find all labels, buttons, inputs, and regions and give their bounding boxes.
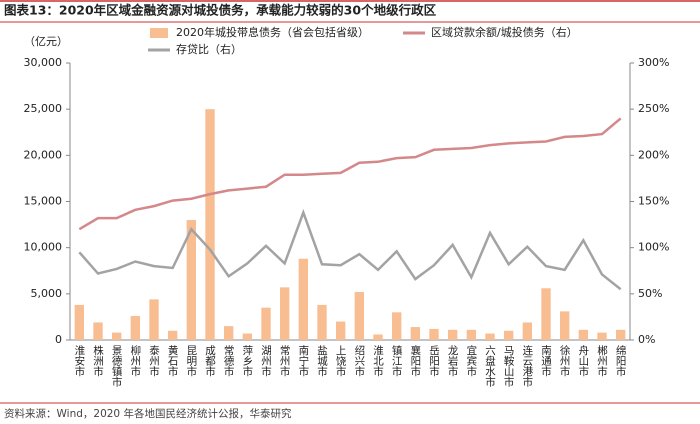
- bar: [242, 333, 252, 340]
- bar: [392, 312, 402, 340]
- x-tick-label: 湖州市: [260, 345, 272, 377]
- bar: [597, 332, 607, 340]
- y-tick-label: 20,000: [24, 148, 63, 161]
- bar: [205, 109, 215, 341]
- x-tick-label: 黄石市: [167, 344, 179, 377]
- y-tick-label: 25,000: [24, 102, 63, 115]
- y-tick-label: 15,000: [24, 195, 63, 208]
- x-tick-label: 舟山市: [577, 344, 589, 377]
- legend-swatch: [150, 28, 168, 38]
- bar: [168, 330, 178, 340]
- x-tick-label: 绍兴市: [353, 344, 365, 377]
- bar: [541, 288, 551, 340]
- x-tick-label: 岳阳市: [428, 345, 440, 377]
- x-tick-label: 宜宾市: [465, 344, 477, 377]
- x-tick-label: 南通市: [540, 344, 552, 377]
- legend-label: 区域贷款余额/城投债务（右）: [431, 25, 578, 39]
- x-tick-label: 景德镇市: [111, 345, 123, 388]
- bar: [504, 330, 514, 340]
- x-tick-label: 盐城市: [316, 344, 328, 377]
- y2-tick-label: 300%: [638, 56, 669, 69]
- y-axis-label: （亿元）: [24, 35, 68, 48]
- y-tick-label: 0: [55, 333, 62, 346]
- y2-tick-label: 100%: [638, 241, 669, 254]
- x-tick-label: 成都市: [204, 345, 216, 377]
- bar: [130, 315, 140, 340]
- x-tick-label: 淮安市: [73, 345, 85, 377]
- x-tick-label: 徐州市: [559, 344, 571, 377]
- x-tick-label: 六盘水市: [484, 345, 496, 388]
- line: [78, 117, 622, 231]
- x-tick-label: 常州市: [279, 344, 291, 377]
- legend-label: 2020年城投带息债务（省会包括省级）: [176, 25, 369, 39]
- bar: [261, 307, 271, 340]
- x-tick-label: 上饶市: [335, 345, 347, 377]
- x-tick-label: 马鞍山市: [503, 345, 515, 388]
- source: 资料来源：Wind，2020 年各地国民经济统计公报，华泰研究: [4, 407, 292, 420]
- y-tick-label: 10,000: [24, 241, 63, 254]
- x-tick-label: 襄阳市: [409, 344, 421, 377]
- bar: [74, 304, 84, 340]
- bar: [485, 333, 495, 340]
- bar: [522, 322, 532, 340]
- x-tick-label: 柳州市: [129, 344, 141, 377]
- bar: [112, 332, 122, 340]
- bar: [224, 326, 234, 340]
- legend-label: 存贷比（右）: [176, 42, 242, 56]
- y2-tick-label: 50%: [638, 287, 662, 300]
- bar: [280, 287, 290, 340]
- x-tick-label: 郴州市: [596, 344, 608, 377]
- bar: [429, 328, 439, 340]
- x-tick-label: 绵阳市: [615, 344, 627, 377]
- bar: [616, 329, 626, 340]
- y2-tick-label: 0%: [638, 333, 655, 346]
- x-tick-label: 泰州市: [148, 344, 160, 377]
- y2-tick-label: 150%: [638, 195, 669, 208]
- bar: [466, 329, 476, 340]
- bar: [186, 219, 196, 340]
- bar: [560, 311, 570, 340]
- x-tick-label: 昆明市: [185, 345, 197, 377]
- bar: [317, 304, 327, 340]
- bar: [93, 322, 103, 340]
- bar: [298, 258, 308, 340]
- bar: [336, 321, 346, 340]
- y-tick-label: 30,000: [24, 56, 63, 69]
- y-tick-label: 5,000: [31, 287, 63, 300]
- x-tick-label: 淮北市: [372, 345, 384, 377]
- bar: [578, 329, 588, 340]
- bar: [354, 291, 364, 340]
- bar: [410, 327, 420, 340]
- x-tick-label: 常德市: [223, 344, 235, 377]
- x-tick-label: 镇江市: [391, 344, 403, 377]
- x-tick-label: 南宁市: [297, 344, 309, 377]
- bar: [149, 299, 159, 340]
- y2-tick-label: 250%: [638, 102, 669, 115]
- x-tick-label: 龙岩市: [447, 344, 459, 377]
- x-tick-label: 株洲市: [92, 344, 104, 377]
- line: [78, 208, 622, 291]
- bar: [448, 329, 458, 340]
- bar: [373, 334, 383, 340]
- x-tick-label: 萍乡市: [241, 345, 253, 377]
- x-tick-label: 连云港市: [521, 344, 533, 388]
- y2-tick-label: 200%: [638, 148, 669, 161]
- chart-title: 图表13：2020年区域金融资源对城投债务，承载能力较弱的30个地级行政区: [4, 3, 437, 18]
